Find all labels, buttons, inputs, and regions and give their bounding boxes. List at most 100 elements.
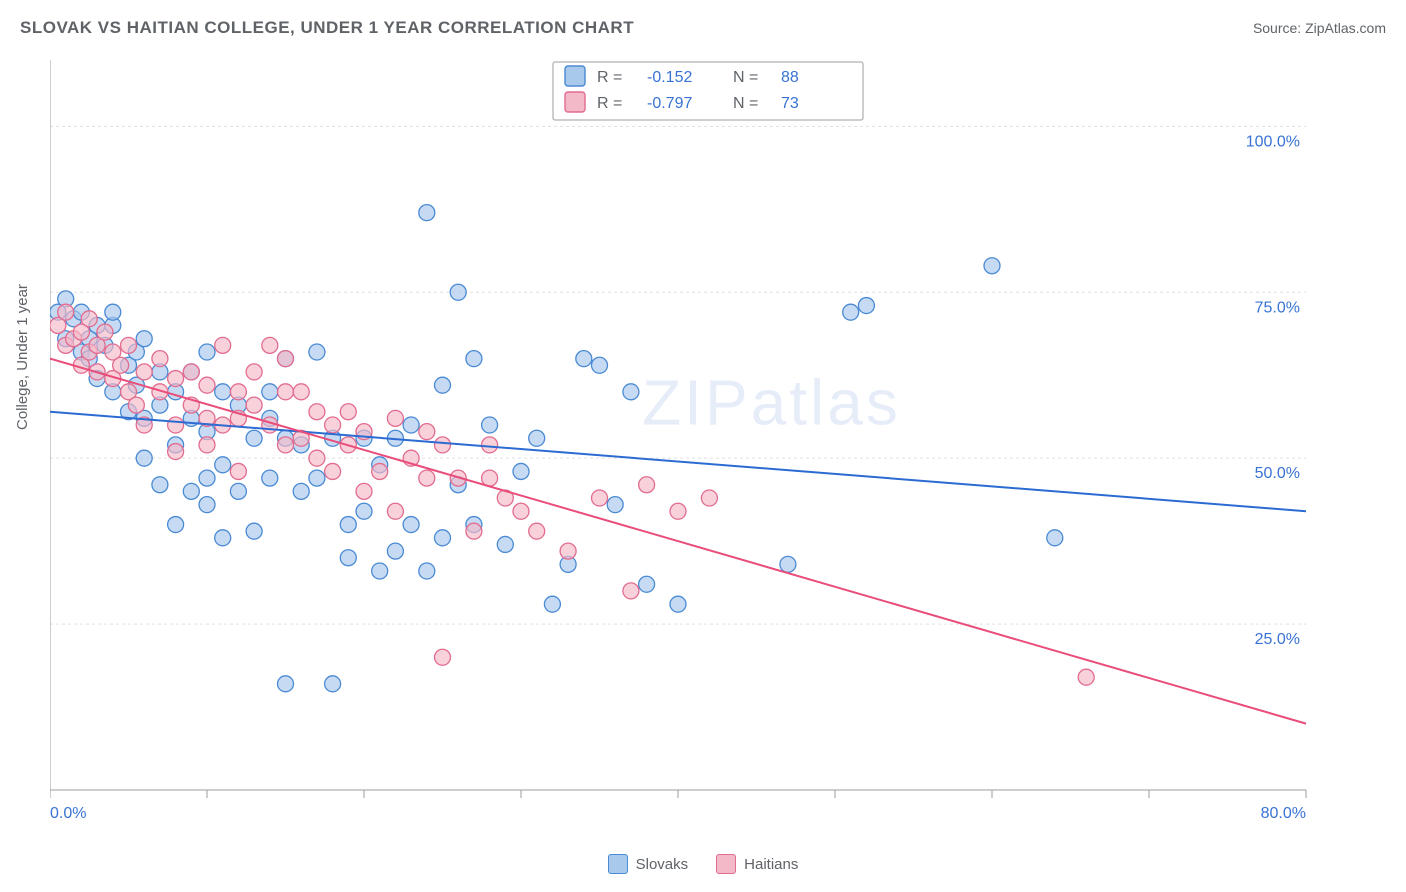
data-point <box>293 384 309 400</box>
data-point <box>639 576 655 592</box>
stats-r: -0.152 <box>647 69 692 86</box>
data-point <box>278 437 294 453</box>
legend-label: Slovaks <box>636 856 689 873</box>
stats-label: N = <box>733 95 758 112</box>
data-point <box>419 470 435 486</box>
legend-label: Haitians <box>744 856 798 873</box>
swatch-haitians <box>716 854 736 874</box>
data-point <box>309 344 325 360</box>
data-point <box>1047 530 1063 546</box>
data-point <box>81 311 97 327</box>
watermark: ZIPatlas <box>642 366 901 438</box>
data-point <box>278 384 294 400</box>
data-point <box>403 517 419 533</box>
data-point <box>293 483 309 499</box>
data-point <box>984 258 1000 274</box>
y-axis-label: College, Under 1 year <box>14 284 31 430</box>
data-point <box>262 470 278 486</box>
legend-item-haitians: Haitians <box>716 854 798 874</box>
data-point <box>372 463 388 479</box>
x-tick-label: 80.0% <box>1261 805 1306 822</box>
data-point <box>215 457 231 473</box>
data-point <box>513 503 529 519</box>
data-point <box>356 483 372 499</box>
data-point <box>325 417 341 433</box>
data-point <box>1078 669 1094 685</box>
data-point <box>199 437 215 453</box>
data-point <box>246 523 262 539</box>
data-point <box>435 649 451 665</box>
data-point <box>623 384 639 400</box>
data-point <box>466 351 482 367</box>
data-point <box>372 563 388 579</box>
data-point <box>168 444 184 460</box>
data-point <box>325 676 341 692</box>
data-point <box>246 364 262 380</box>
data-point <box>325 463 341 479</box>
data-point <box>199 377 215 393</box>
data-point <box>544 596 560 612</box>
data-point <box>199 470 215 486</box>
stats-label: R = <box>597 95 622 112</box>
chart-source: Source: ZipAtlas.com <box>1253 20 1386 36</box>
data-point <box>246 430 262 446</box>
data-point <box>278 676 294 692</box>
data-point <box>262 384 278 400</box>
data-point <box>623 583 639 599</box>
y-tick-label: 25.0% <box>1255 631 1300 648</box>
data-point <box>105 304 121 320</box>
data-point <box>246 397 262 413</box>
data-point <box>136 450 152 466</box>
data-point <box>340 517 356 533</box>
data-point <box>858 298 874 314</box>
data-point <box>576 351 592 367</box>
data-point <box>340 404 356 420</box>
stats-n: 88 <box>781 69 799 86</box>
data-point <box>482 470 498 486</box>
stats-n: 73 <box>781 95 799 112</box>
data-point <box>419 205 435 221</box>
data-point <box>529 523 545 539</box>
data-point <box>497 536 513 552</box>
data-point <box>340 550 356 566</box>
stats-swatch <box>565 92 585 112</box>
y-tick-label: 75.0% <box>1255 299 1300 316</box>
data-point <box>309 470 325 486</box>
chart-title: SLOVAK VS HAITIAN COLLEGE, UNDER 1 YEAR … <box>20 18 634 38</box>
data-point <box>387 503 403 519</box>
swatch-slovaks <box>608 854 628 874</box>
data-point <box>450 284 466 300</box>
data-point <box>639 477 655 493</box>
legend-item-slovaks: Slovaks <box>608 854 689 874</box>
data-point <box>215 384 231 400</box>
stats-swatch <box>565 66 585 86</box>
data-point <box>121 337 137 353</box>
data-point <box>183 364 199 380</box>
y-tick-label: 50.0% <box>1255 465 1300 482</box>
data-point <box>387 543 403 559</box>
data-point <box>387 410 403 426</box>
data-point <box>97 324 113 340</box>
data-point <box>230 483 246 499</box>
data-point <box>482 417 498 433</box>
data-point <box>419 563 435 579</box>
data-point <box>607 497 623 513</box>
data-point <box>482 437 498 453</box>
data-point <box>670 503 686 519</box>
data-point <box>152 351 168 367</box>
data-point <box>529 430 545 446</box>
data-point <box>58 304 74 320</box>
data-point <box>128 397 144 413</box>
data-point <box>278 351 294 367</box>
y-tick-label: 100.0% <box>1246 133 1300 150</box>
stats-label: N = <box>733 69 758 86</box>
data-point <box>262 337 278 353</box>
data-point <box>215 530 231 546</box>
data-point <box>356 503 372 519</box>
data-point <box>670 596 686 612</box>
x-tick-label: 0.0% <box>50 805 86 822</box>
data-point <box>309 450 325 466</box>
data-point <box>183 483 199 499</box>
data-point <box>780 556 796 572</box>
data-point <box>701 490 717 506</box>
